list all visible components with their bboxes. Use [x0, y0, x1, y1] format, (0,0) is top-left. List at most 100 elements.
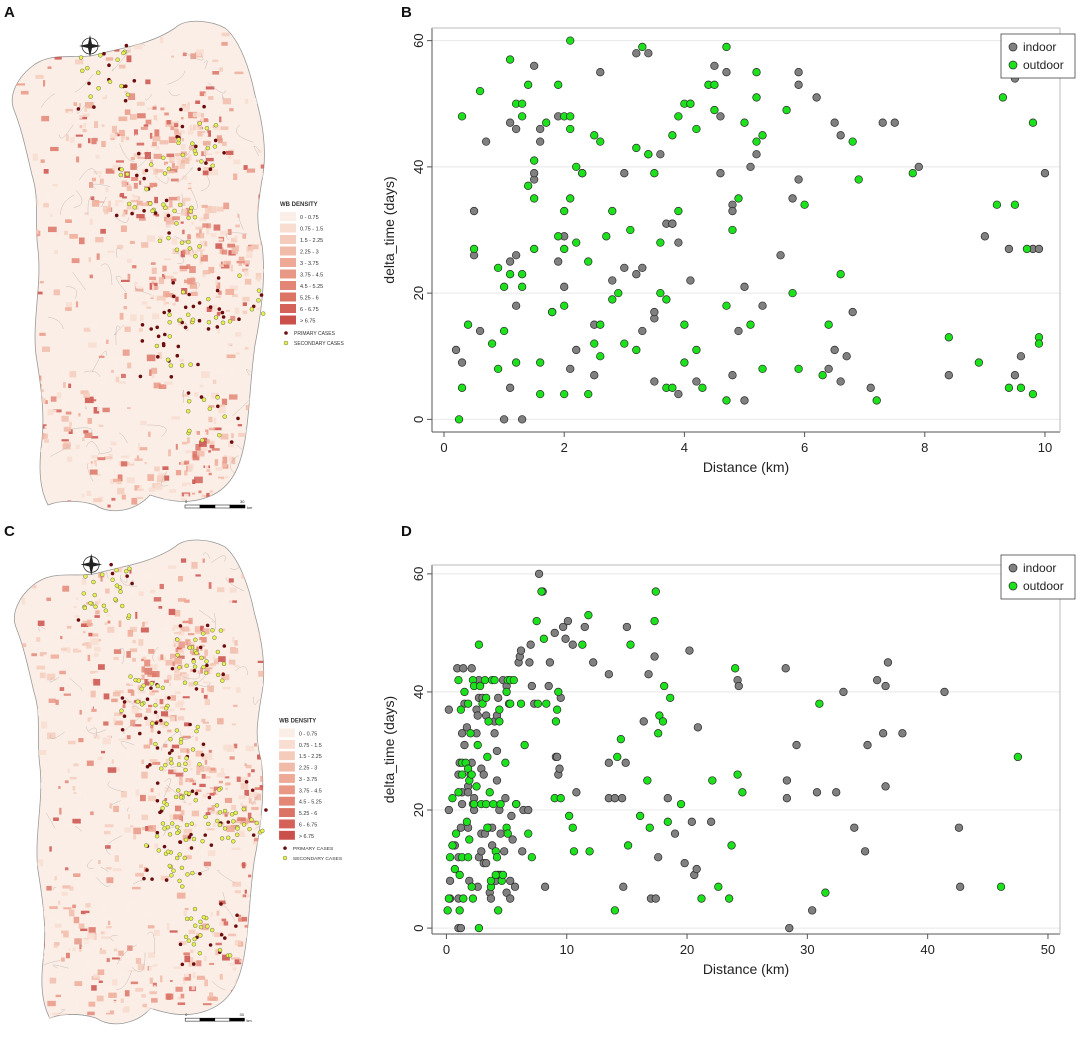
density-patch: [118, 983, 125, 991]
density-patch: [156, 295, 166, 301]
secondary-case-point: [210, 628, 215, 633]
data-point-outdoor: [1028, 118, 1038, 127]
data-point-outdoor: [740, 118, 749, 127]
data-point-indoor: [812, 93, 821, 102]
secondary-case-point: [188, 362, 193, 367]
data-point-indoor: [457, 799, 467, 809]
primary-case-point: [191, 962, 196, 966]
density-patch: [243, 43, 251, 50]
data-point-indoor: [782, 776, 792, 785]
data-point-indoor: [716, 169, 725, 178]
density-patch: [180, 558, 187, 563]
data-point-indoor: [501, 794, 510, 803]
primary-case-point: [122, 700, 127, 704]
density-patch: [161, 101, 166, 108]
data-point-indoor: [534, 569, 544, 579]
density-patch: [88, 632, 93, 637]
data-point-outdoor: [626, 225, 635, 235]
density-patch: [175, 443, 178, 450]
density-patch: [164, 161, 169, 166]
density-patch: [248, 874, 252, 878]
secondary-case-point: [164, 802, 169, 807]
data-point-indoor: [460, 740, 469, 750]
density-patch: [58, 785, 61, 789]
density-patch: [145, 708, 152, 713]
density-patch: [89, 323, 99, 329]
primary-case-point: [180, 962, 185, 967]
density-patch: [199, 240, 206, 247]
secondary-case-point: [113, 597, 118, 602]
density-patch: [49, 846, 52, 852]
data-point-indoor: [555, 764, 564, 773]
density-patch: [255, 272, 262, 280]
density-patch: [78, 645, 87, 650]
density-patch: [141, 771, 148, 779]
density-patch: [126, 126, 133, 130]
primary-case-point: [190, 789, 195, 793]
data-point-outdoor: [680, 320, 689, 329]
density-patch: [144, 152, 151, 159]
legend-box: [1000, 33, 1076, 79]
density-patch: [258, 818, 262, 826]
secondary-case-point: [206, 821, 211, 827]
secondary-case-point: [183, 837, 189, 843]
density-patch: [233, 492, 237, 499]
secondary-case-point: [185, 409, 191, 414]
density-patch: [191, 492, 196, 495]
density-patch: [19, 356, 23, 361]
density-patch: [231, 636, 235, 643]
data-point-indoor: [722, 68, 731, 77]
density-patch: [168, 196, 178, 201]
density-patch: [112, 164, 121, 171]
density-patch: [194, 366, 200, 370]
secondary-case-point: [107, 79, 113, 84]
density-patch: [76, 430, 81, 434]
data-point-indoor: [488, 841, 497, 850]
density-patch: [174, 805, 182, 812]
boundary-line: [58, 1009, 66, 1015]
density-patch: [48, 414, 56, 421]
data-point-outdoor: [616, 735, 626, 744]
data-point-outdoor: [608, 295, 617, 304]
density-patch: [104, 824, 114, 828]
data-point-indoor: [781, 664, 790, 673]
data-point-outdoor: [996, 882, 1006, 891]
legend-class-label: 6 - 6.75: [299, 822, 317, 828]
secondary-case-point: [210, 163, 215, 168]
primary-case-point: [178, 624, 183, 628]
density-patch: [148, 952, 156, 958]
secondary-case-point: [176, 788, 181, 793]
density-patch: [141, 658, 144, 662]
density-patch: [215, 368, 223, 373]
density-patch: [221, 674, 230, 681]
density-patch: [50, 396, 57, 402]
density-patch: [201, 718, 206, 723]
density-patch: [104, 456, 113, 460]
data-point-indoor: [505, 118, 515, 127]
density-patch: [139, 483, 148, 489]
secondary-case-point: [190, 317, 196, 322]
density-patch: [216, 690, 225, 696]
density-patch: [231, 256, 236, 260]
density-patch: [88, 342, 97, 348]
density-patch: [54, 743, 60, 746]
density-patch: [91, 200, 100, 207]
density-patch: [232, 967, 237, 971]
primary-case-point: [120, 727, 125, 732]
data-point-outdoor: [554, 687, 563, 697]
density-patch: [62, 401, 70, 406]
data-point-outdoor: [556, 794, 565, 803]
x-tick-label: 6: [801, 440, 808, 455]
boundary-line: [225, 577, 245, 592]
density-patch: [260, 164, 265, 169]
density-patch: [201, 923, 209, 931]
boundary-line: [111, 48, 132, 72]
data-point-outdoor: [722, 301, 731, 310]
density-patch: [109, 635, 112, 641]
density-patch: [87, 28, 95, 34]
x-tick-label: 10: [1038, 440, 1052, 455]
boundary-line: [147, 424, 167, 437]
density-patch: [104, 931, 112, 936]
density-patch: [217, 718, 224, 725]
density-patch: [97, 405, 106, 412]
